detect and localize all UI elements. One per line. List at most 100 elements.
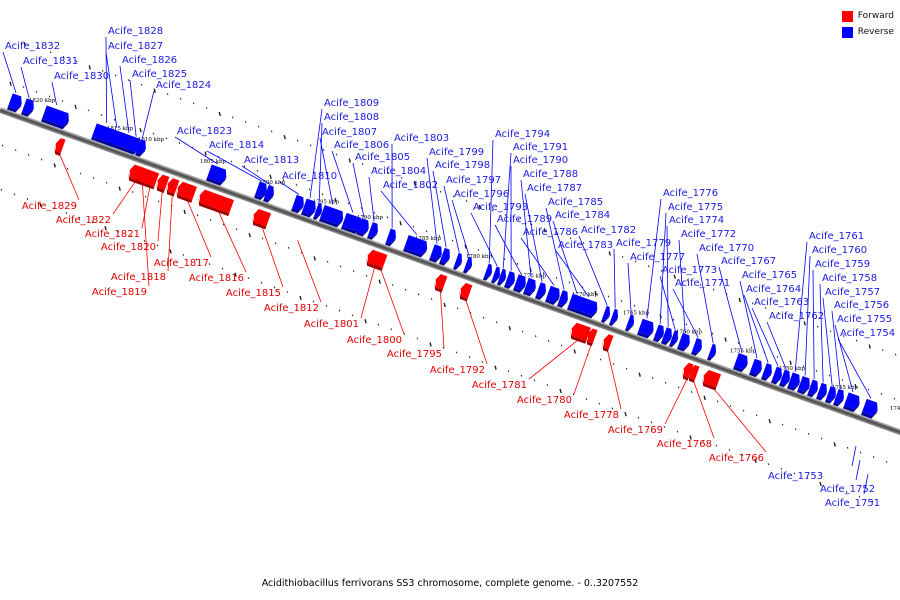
gene-Acife_1799 <box>429 244 442 263</box>
tick-label: 1745 kbp <box>832 385 859 391</box>
gene-Acife_1786 <box>545 285 560 305</box>
gene-label: Acife_1790 <box>513 155 568 166</box>
legend-reverse-label: Reverse <box>857 27 894 37</box>
gene-Acife_1805 <box>356 218 369 237</box>
map-caption: Acidithiobacillus ferrivorans SS3 chromo… <box>261 578 639 589</box>
scale-tick: 1790 kbp <box>357 215 384 221</box>
leader-line <box>331 150 354 213</box>
leader-line <box>279 181 300 195</box>
scale-tick: 1810 kbp <box>138 137 165 143</box>
gene-label: Acife_1789 <box>497 214 552 225</box>
leader-line <box>488 139 494 264</box>
gene-label: Acife_1760 <box>812 245 867 256</box>
leader-line <box>822 297 833 386</box>
gene-label: Acife_1777 <box>630 252 685 263</box>
scale-tick: 1785 kbp <box>415 236 442 242</box>
leader-line <box>470 212 498 267</box>
gene-label: Acife_1767 <box>721 256 776 267</box>
gene-label: Acife_1813 <box>244 155 299 166</box>
leader-line <box>613 248 616 309</box>
leader-line <box>20 66 30 99</box>
gene-Acife_1814 <box>254 181 267 201</box>
gene-label: Acife_1795 <box>387 349 442 360</box>
leader-line <box>678 239 686 333</box>
leader-line <box>520 179 532 278</box>
gene-label: Acife_1827 <box>108 41 163 52</box>
tick-label: 1755 kbp <box>730 349 757 355</box>
gene-Acife_1795 <box>434 274 448 293</box>
leader-line <box>141 90 155 139</box>
gene-label: Acife_1822 <box>56 215 111 226</box>
leader-line <box>672 288 699 338</box>
leader-line <box>260 224 284 288</box>
scale-tick: 1805 kbp <box>200 159 227 165</box>
gene-label: Acife_1752 <box>820 484 875 495</box>
tick-label: 1780 kbp <box>466 254 493 260</box>
leader-line <box>646 198 662 319</box>
leader-line <box>494 224 522 275</box>
leader-line <box>520 237 555 286</box>
track-dots <box>0 188 874 503</box>
gene-label: Acife_1788 <box>523 169 578 180</box>
leader-line <box>659 212 667 325</box>
leader-line <box>855 459 861 481</box>
gene-label: Acife_1771 <box>675 278 730 289</box>
leader-line <box>819 283 824 383</box>
gene-label: Acife_1807 <box>322 127 377 138</box>
leader-line <box>380 190 418 235</box>
gene-Acife_1787 <box>535 282 546 300</box>
tick-label: 1800 kbp <box>259 180 286 186</box>
leader-line <box>804 255 811 376</box>
gene-Acife_1815 <box>252 208 272 230</box>
gene-Acife_1792 <box>459 283 473 302</box>
tick-label: 1810 kbp <box>138 137 165 143</box>
gene-label: Acife_1781 <box>472 380 527 391</box>
track-dots <box>9 81 896 400</box>
gene-Acife_1810 <box>291 194 304 214</box>
gene-label: Acife_1785 <box>548 197 603 208</box>
gene-label: Acife_1808 <box>324 112 379 123</box>
gene-Acife_1796 <box>463 256 473 274</box>
gene-Acife_1769 <box>682 362 694 381</box>
gene-Acife_1765 <box>749 358 762 378</box>
legend-forward: Forward <box>841 8 894 24</box>
gene-label: Acife_1768 <box>657 439 712 450</box>
gene-label: Acife_1829 <box>22 201 77 212</box>
gene-Acife_1768 <box>688 364 700 383</box>
gene-label: Acife_1755 <box>837 314 892 325</box>
gene-Acife_1831 <box>21 98 34 117</box>
leader-line <box>573 343 592 395</box>
gene-label: Acife_1782 <box>581 225 636 236</box>
leader-line <box>2 51 17 94</box>
leader-line <box>693 380 715 439</box>
leader-line <box>379 268 405 335</box>
leader-line <box>718 266 743 353</box>
gene-label: Acife_1823 <box>177 126 232 137</box>
leader-line <box>837 338 872 399</box>
gene-Acife_1771 <box>691 338 702 356</box>
gene-Acife_1794 <box>483 263 493 281</box>
legend-reverse: Reverse <box>841 24 894 40</box>
gene-Acife_1829 <box>54 138 66 156</box>
gene-Acife_1798 <box>439 247 450 266</box>
gene-label: Acife_1810 <box>282 171 337 182</box>
forward-swatch <box>841 10 853 22</box>
scale-tick: 1800 kbp <box>259 180 286 186</box>
scale-tick: 1780 kbp <box>466 254 493 260</box>
leader-line <box>659 275 676 330</box>
leader-line <box>451 199 470 257</box>
leader-line <box>812 269 815 380</box>
gene-label: Acife_1816 <box>189 273 244 284</box>
tick-label: 1765 kbp <box>623 310 650 316</box>
leader-line <box>502 152 512 269</box>
leader-line <box>664 378 688 425</box>
gene-Acife_1790 <box>504 271 515 289</box>
gene-label: Acife_1800 <box>347 335 402 346</box>
gene-Acife_1813 <box>263 184 274 203</box>
gene-Acife_1818 <box>166 178 180 197</box>
gene-label: Acife_1803 <box>394 133 449 144</box>
gene-label: Acife_1786 <box>523 227 578 238</box>
gene-label: Acife_1830 <box>54 71 109 82</box>
gene-label: Acife_1758 <box>822 273 877 284</box>
gene-label: Acife_1832 <box>5 41 60 52</box>
